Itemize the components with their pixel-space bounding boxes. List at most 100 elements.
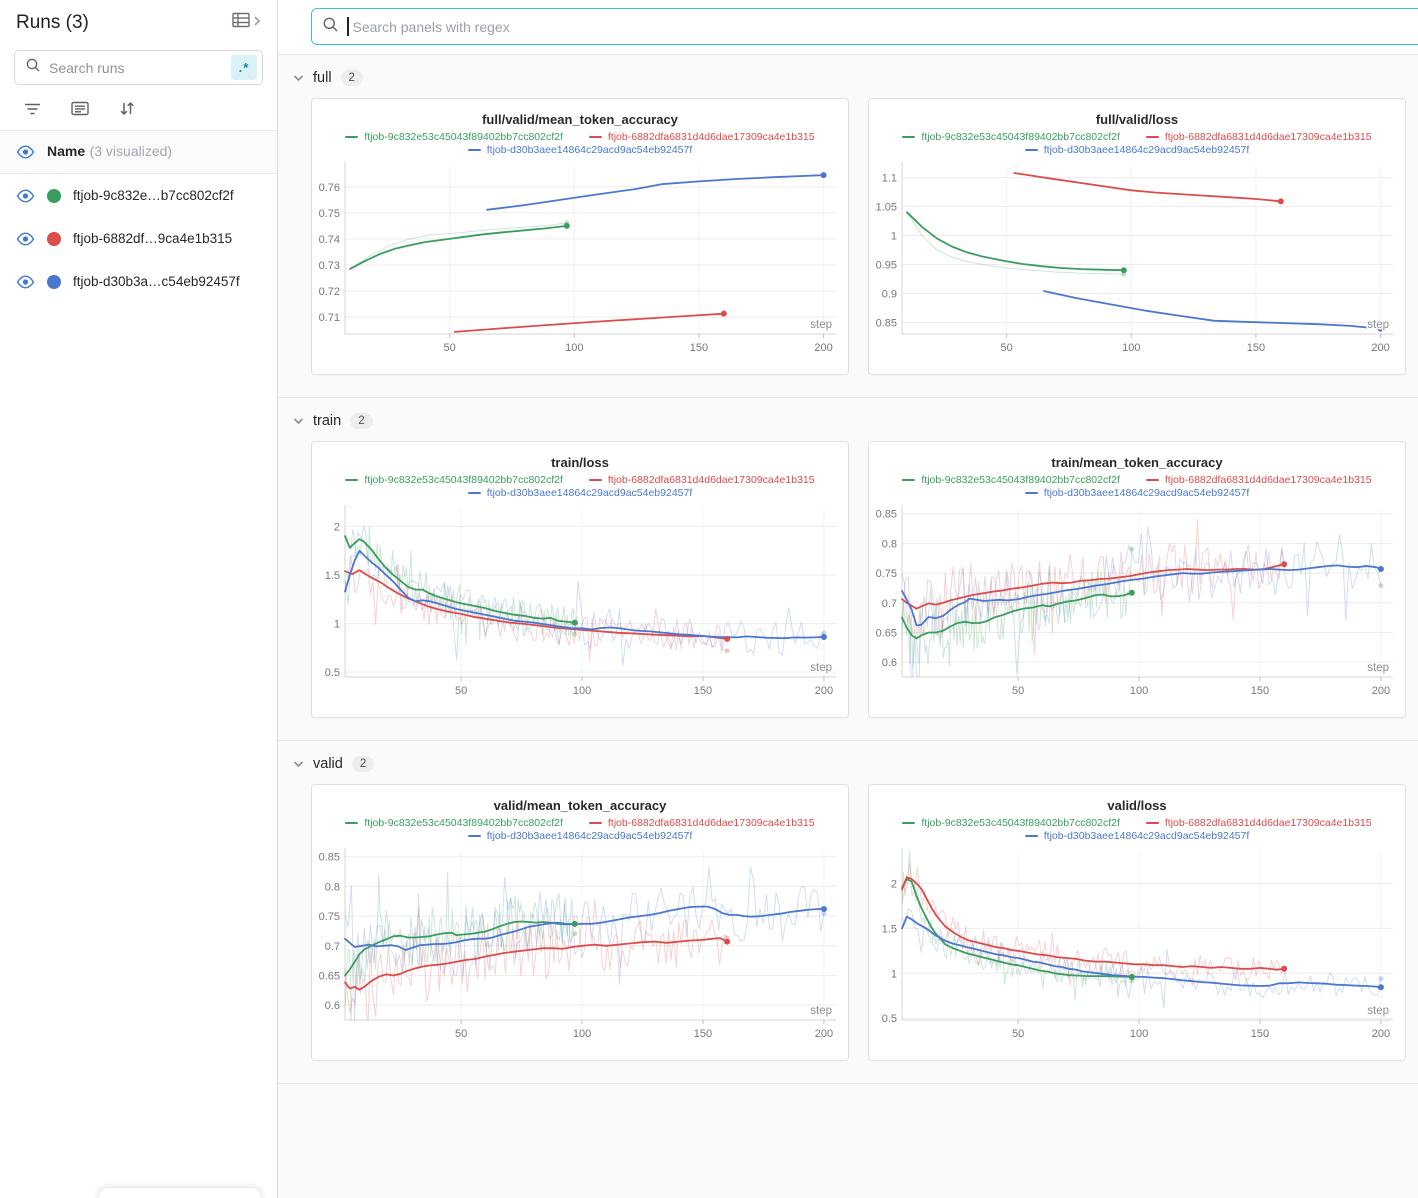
legend-run-label: ftjob-6882dfa6831d4d6dae17309ca4e1b315: [607, 131, 815, 143]
svg-text:100: 100: [573, 1028, 591, 1040]
chart-legend: ftjob-9c832e53c45043f89402bb7cc802cf2f ft…: [872, 474, 1402, 499]
section-header-valid[interactable]: valid 2: [278, 741, 1418, 784]
svg-text:200: 200: [1372, 685, 1390, 697]
legend-dash-icon: [345, 821, 359, 825]
legend-dash-icon: [588, 821, 602, 825]
runs-toolbar: [0, 85, 277, 131]
legend-item: ftjob-d30b3aee14864c29acd9ac54eb92457f: [467, 144, 693, 156]
run-visibility-eye-icon[interactable]: [16, 231, 35, 246]
svg-text:0.73: 0.73: [319, 260, 340, 272]
svg-text:0.72: 0.72: [319, 286, 340, 298]
legend-dash-icon: [1024, 148, 1038, 152]
runs-sidebar: Runs (3): [0, 0, 278, 1198]
svg-text:100: 100: [1122, 342, 1140, 354]
chart-title: valid/mean_token_accuracy: [493, 798, 667, 813]
chart-title: train/mean_token_accuracy: [1051, 455, 1223, 470]
sort-icon[interactable]: [119, 101, 135, 116]
section-header-full[interactable]: full 2: [278, 55, 1418, 98]
svg-text:0.7: 0.7: [882, 598, 897, 610]
svg-text:step: step: [1367, 662, 1389, 674]
runs-search-input[interactable]: [49, 59, 223, 76]
panel-search-box[interactable]: [311, 8, 1418, 45]
legend-item: ftjob-9c832e53c45043f89402bb7cc802cf2f: [345, 817, 563, 829]
runs-search-box[interactable]: .*: [14, 50, 263, 85]
svg-text:0.65: 0.65: [319, 970, 340, 982]
run-name-label: ftjob-9c832e…b7cc802cf2f: [73, 188, 234, 203]
legend-run-label: ftjob-d30b3aee14864c29acd9ac54eb92457f: [1043, 830, 1250, 842]
run-row-3[interactable]: ftjob-d30b3a…c54eb92457f: [0, 260, 277, 303]
panel-row: valid/mean_token_accuracy ftjob-9c832e53c…: [311, 784, 1418, 1061]
svg-text:0.76: 0.76: [319, 182, 340, 194]
group-list-icon[interactable]: [71, 101, 89, 116]
legend-dash-icon: [345, 478, 359, 482]
sections: full 2 full/valid/mean_token_accuracy ftjob…: [278, 55, 1418, 1198]
chart-plot[interactable]: 0.6 0.65 0.7 0.75 0.8 0.85 50 100 150 200 step: [872, 501, 1402, 704]
legend-item: ftjob-6882dfa6831d4d6dae17309ca4e1b315: [588, 817, 815, 829]
chart-plot[interactable]: 0.5 1 1.5 2 50 100 150 200 step: [872, 844, 1402, 1047]
regex-toggle-button[interactable]: .*: [231, 55, 257, 80]
expand-runs-table-button[interactable]: [232, 12, 261, 34]
chart-plot[interactable]: 0.6 0.65 0.7 0.75 0.8 0.85 50 100 150 200 step: [315, 844, 845, 1047]
run-row-2[interactable]: ftjob-6882df…9ca4e1b315: [0, 217, 277, 260]
run-row-1[interactable]: ftjob-9c832e…b7cc802cf2f: [0, 174, 277, 217]
chart-plot[interactable]: 0.71 0.72 0.73 0.74 0.75 0.76 50 100 150 200 step: [315, 158, 845, 361]
table-icon: [232, 12, 252, 34]
chart-panel: train/loss ftjob-9c832e53c45043f89402bb7c…: [311, 441, 849, 718]
chart-legend: ftjob-9c832e53c45043f89402bb7cc802cf2f ft…: [315, 817, 845, 842]
visibility-all-eye-icon[interactable]: [16, 145, 35, 159]
section-train: train 2 train/loss ftjob-9c832e53c45043f894…: [278, 398, 1418, 741]
legend-line: ftjob-d30b3aee14864c29acd9ac54eb92457f: [1024, 830, 1250, 842]
svg-text:200: 200: [1372, 1028, 1390, 1040]
legend-dash-icon: [1145, 821, 1159, 825]
legend-dash-icon: [1024, 491, 1038, 495]
svg-text:0.75: 0.75: [319, 911, 340, 923]
section-header-train[interactable]: train 2: [278, 398, 1418, 441]
text-caret: [347, 17, 349, 36]
chart-legend: ftjob-9c832e53c45043f89402bb7cc802cf2f ft…: [872, 817, 1402, 842]
svg-text:step: step: [1367, 319, 1389, 331]
legend-run-label: ftjob-d30b3aee14864c29acd9ac54eb92457f: [486, 144, 693, 156]
svg-text:50: 50: [444, 342, 456, 354]
run-visibility-eye-icon[interactable]: [16, 274, 35, 289]
legend-dash-icon: [1145, 135, 1159, 139]
section-count-badge: 2: [350, 413, 373, 429]
legend-run-label: ftjob-6882dfa6831d4d6dae17309ca4e1b315: [1164, 817, 1372, 829]
svg-text:0.85: 0.85: [876, 317, 897, 329]
chart-title: valid/loss: [1107, 798, 1167, 813]
legend-run-label: ftjob-9c832e53c45043f89402bb7cc802cf2f: [921, 474, 1120, 486]
run-visibility-eye-icon[interactable]: [16, 188, 35, 203]
svg-text:0.8: 0.8: [325, 881, 340, 893]
chart-plot[interactable]: 0.85 0.9 0.95 1 1.05 1.1 50 100 150 200 step: [872, 158, 1402, 361]
legend-line: ftjob-d30b3aee14864c29acd9ac54eb92457f: [467, 144, 693, 156]
legend-item: ftjob-d30b3aee14864c29acd9ac54eb92457f: [1024, 144, 1250, 156]
chevron-down-icon: [293, 74, 304, 82]
svg-text:2: 2: [334, 521, 340, 533]
search-icon: [25, 57, 41, 78]
legend-dash-icon: [467, 491, 481, 495]
svg-text:0.95: 0.95: [876, 259, 897, 271]
svg-text:150: 150: [1251, 1028, 1269, 1040]
run-color-dot: [47, 231, 61, 246]
name-column-label: Name: [47, 143, 86, 159]
panels-topbar: [278, 0, 1418, 55]
legend-line: ftjob-d30b3aee14864c29acd9ac54eb92457f: [467, 487, 692, 499]
legend-item: ftjob-d30b3aee14864c29acd9ac54eb92457f: [467, 830, 692, 842]
svg-text:1.5: 1.5: [325, 570, 340, 582]
legend-run-label: ftjob-d30b3aee14864c29acd9ac54eb92457f: [1043, 487, 1250, 499]
legend-line: ftjob-d30b3aee14864c29acd9ac54eb92457f: [1024, 487, 1250, 499]
legend-item: ftjob-6882dfa6831d4d6dae17309ca4e1b315: [588, 131, 815, 143]
legend-item: ftjob-9c832e53c45043f89402bb7cc802cf2f: [902, 474, 1120, 486]
svg-text:0.65: 0.65: [876, 627, 897, 639]
visualized-count-label: (3 visualized): [89, 143, 173, 159]
legend-line: ftjob-9c832e53c45043f89402bb7cc802cf2f ft…: [345, 131, 815, 143]
panel-search-input[interactable]: [352, 18, 1413, 35]
legend-run-label: ftjob-d30b3aee14864c29acd9ac54eb92457f: [1043, 144, 1250, 156]
filter-icon[interactable]: [24, 102, 41, 116]
svg-text:150: 150: [694, 1028, 712, 1040]
svg-text:200: 200: [815, 685, 833, 697]
svg-text:50: 50: [1001, 342, 1013, 354]
legend-run-label: ftjob-6882dfa6831d4d6dae17309ca4e1b315: [607, 474, 815, 486]
svg-text:100: 100: [565, 342, 583, 354]
chart-plot[interactable]: 0.5 1 1.5 2 50 100 150 200 step: [315, 501, 845, 704]
svg-text:0.9: 0.9: [882, 288, 897, 300]
